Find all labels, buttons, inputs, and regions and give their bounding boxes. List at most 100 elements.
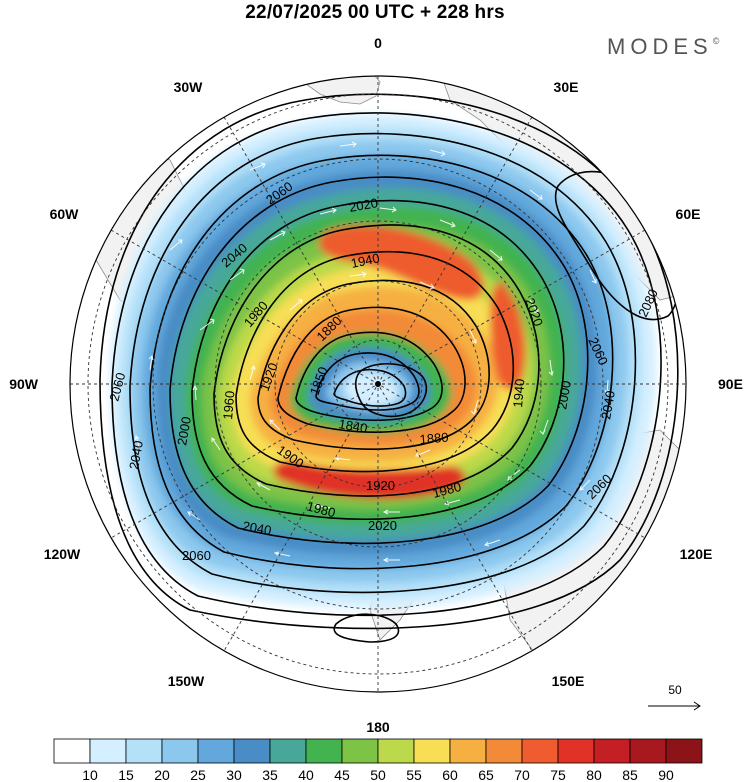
lon-label-90w: 90W bbox=[9, 376, 39, 392]
copyright-mark: © bbox=[712, 36, 720, 46]
wind-arrow bbox=[169, 239, 183, 251]
wind-arrow bbox=[249, 162, 266, 171]
contour-2020 bbox=[149, 154, 614, 570]
contour-2000 bbox=[169, 176, 589, 545]
contour-1940 bbox=[235, 250, 515, 473]
contour-1880 bbox=[295, 331, 443, 421]
latitude-circle-40 bbox=[87, 93, 669, 675]
colorbar-swatch bbox=[413, 738, 451, 764]
contour-label: 2060 bbox=[182, 548, 211, 563]
lon-label-90e: 90E bbox=[718, 376, 743, 392]
wind-arrow bbox=[507, 469, 521, 481]
colorbar-tick-label: 40 bbox=[298, 767, 314, 782]
modes-logo: MODES© bbox=[607, 34, 719, 60]
wind-arrow bbox=[269, 419, 281, 431]
colorbar-swatch bbox=[521, 738, 559, 764]
wind-arrow bbox=[419, 281, 435, 290]
colorbar-swatch bbox=[161, 738, 199, 764]
wind-arrow bbox=[211, 437, 221, 451]
lon-label-30e: 30E bbox=[554, 79, 579, 95]
wind-arrow bbox=[319, 207, 337, 215]
wind-arrow bbox=[192, 384, 198, 401]
lon-label-30w: 30W bbox=[174, 79, 204, 95]
colorbar-tick-label: 85 bbox=[622, 767, 638, 782]
contour-label: 2040 bbox=[598, 389, 618, 420]
colorbar-swatch bbox=[125, 738, 163, 764]
wind-arrow bbox=[604, 379, 610, 396]
colorbar-swatch bbox=[449, 738, 487, 764]
land-greenland bbox=[299, 76, 381, 105]
colorbar-tick-label: 25 bbox=[190, 767, 206, 782]
colorbar-tick-label: 65 bbox=[478, 767, 494, 782]
contour-label: 1960 bbox=[220, 390, 237, 420]
wind-arrow bbox=[469, 329, 477, 344]
shade-jet-core-north bbox=[318, 225, 484, 300]
contour-label: 1840 bbox=[337, 416, 368, 436]
contour-label: 1980 bbox=[431, 479, 463, 501]
colorbar-tick-label: 90 bbox=[658, 767, 674, 782]
map-title: 22/07/2025 00 UTC + 228 hrs bbox=[245, 2, 505, 23]
colorbar-tick-label: 50 bbox=[370, 767, 386, 782]
contour-1980 bbox=[191, 199, 565, 520]
lon-label-180: 180 bbox=[366, 719, 390, 735]
shade-jet-core-south bbox=[273, 460, 466, 500]
contour-label: 2020 bbox=[368, 518, 397, 533]
wind-arrow bbox=[148, 355, 154, 371]
colorbar-tick-label: 45 bbox=[334, 767, 350, 782]
wind-arrow bbox=[339, 141, 357, 148]
wind-arrow bbox=[548, 359, 554, 376]
colorbar-swatch bbox=[89, 738, 127, 764]
contour-low-kamchatka bbox=[333, 613, 400, 643]
wind-arrow bbox=[429, 149, 446, 157]
contour-label: 1940 bbox=[350, 250, 381, 271]
contour-label: 1980 bbox=[305, 498, 337, 520]
colorbar-tick-label: 55 bbox=[406, 767, 422, 782]
contour-2040 bbox=[129, 132, 637, 594]
contour-label: 2040 bbox=[126, 439, 146, 470]
colorbar-tick-label: 15 bbox=[118, 767, 134, 782]
wind-arrow bbox=[134, 435, 141, 451]
wind-arrow bbox=[199, 318, 215, 331]
colorbar-swatch bbox=[53, 738, 91, 764]
colorbar-swatch bbox=[341, 738, 379, 764]
wind-arrow bbox=[256, 482, 271, 491]
colorbar-swatch bbox=[377, 738, 415, 764]
contour-label: 2040 bbox=[241, 518, 272, 538]
colorbar-swatch bbox=[629, 738, 667, 764]
wind-arrow bbox=[249, 365, 256, 381]
wind-arrow bbox=[229, 268, 245, 281]
colorbar-tick-label: 70 bbox=[514, 767, 530, 782]
colorbar-swatch bbox=[197, 738, 235, 764]
wind-arrow bbox=[334, 454, 351, 461]
latitude-circle-50 bbox=[152, 158, 604, 610]
wind-arrow bbox=[187, 511, 201, 521]
wind-arrow bbox=[484, 539, 501, 547]
contour-1900 bbox=[277, 306, 466, 433]
lon-label-150e: 150E bbox=[552, 673, 585, 689]
wind-arrow bbox=[382, 509, 400, 515]
lon-label-120w: 120W bbox=[44, 546, 81, 562]
wind-reference-speed: 50 bbox=[668, 683, 682, 697]
shade-jet-core-east bbox=[490, 280, 526, 390]
wind-arrow bbox=[489, 249, 503, 261]
longitude-labels: 0 30E 60E 90E 120E 150E 180 150W 120W 90… bbox=[9, 35, 743, 735]
wind-reference-arrowhead bbox=[693, 701, 701, 711]
contour-label: 2000 bbox=[174, 415, 194, 446]
lon-label-150w: 150W bbox=[168, 673, 205, 689]
contour-1850 bbox=[315, 352, 420, 411]
contour-label: 2060 bbox=[106, 371, 128, 403]
wind-arrow bbox=[382, 557, 400, 563]
wind-arrow bbox=[415, 449, 431, 457]
wind-arrow bbox=[349, 271, 367, 278]
wind-arrow bbox=[529, 299, 539, 314]
colorbar-tick-label: 80 bbox=[586, 767, 602, 782]
wind-arrow bbox=[470, 399, 479, 415]
brand-name: MODES bbox=[607, 34, 713, 59]
colorbar-swatch bbox=[593, 738, 631, 764]
colorbar-tick-label: 30 bbox=[226, 767, 242, 782]
colorbar-tick-label: 20 bbox=[154, 767, 170, 782]
contour-1820-core bbox=[354, 362, 428, 418]
wind-arrow bbox=[313, 503, 331, 509]
lon-label-60w: 60W bbox=[50, 206, 80, 222]
